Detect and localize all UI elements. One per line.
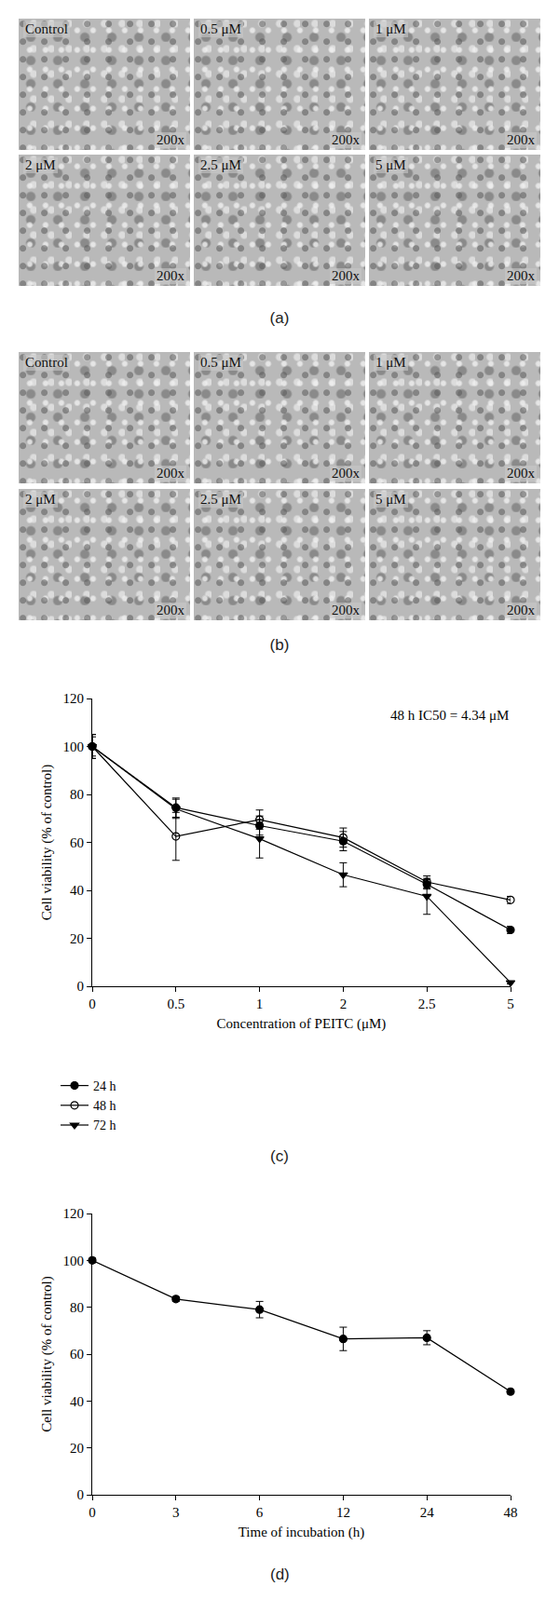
svg-text:72 h: 72 h xyxy=(93,1118,117,1133)
svg-text:6: 6 xyxy=(256,1505,264,1521)
svg-text:20: 20 xyxy=(69,931,84,947)
html-text:5 μM: 5 μM xyxy=(375,491,406,507)
html-text:200x: 200x xyxy=(331,132,360,148)
html-text:2 μM: 2 μM xyxy=(25,491,56,507)
svg-text:20: 20 xyxy=(69,1441,84,1457)
html-text:200x: 200x xyxy=(331,268,360,284)
html-text:200x: 200x xyxy=(156,268,185,284)
svg-text:2.5: 2.5 xyxy=(418,996,437,1012)
html-text:200x: 200x xyxy=(506,132,535,148)
svg-text:100: 100 xyxy=(63,1254,85,1269)
svg-text:100: 100 xyxy=(63,739,85,755)
svg-text:40: 40 xyxy=(69,883,84,899)
svg-text:Concentration of PEITC (μM): Concentration of PEITC (μM) xyxy=(217,1016,387,1033)
html-text:200x: 200x xyxy=(506,465,535,481)
svg-text:(d): (d) xyxy=(270,1566,290,1584)
svg-text:Cell viability (% of control): Cell viability (% of control) xyxy=(39,764,55,921)
html-text:(a): (a) xyxy=(269,309,290,328)
svg-text:80: 80 xyxy=(69,1300,84,1316)
html-text:2.5 μM: 2.5 μM xyxy=(200,157,242,173)
html-text:Control: Control xyxy=(25,21,68,37)
html-text:200x: 200x xyxy=(506,268,535,284)
html-text:0.5 μM: 0.5 μM xyxy=(200,21,242,37)
svg-text:0: 0 xyxy=(77,1487,85,1503)
svg-text:60: 60 xyxy=(69,1347,84,1363)
html-text:200x: 200x xyxy=(506,602,535,618)
svg-text:2: 2 xyxy=(340,996,348,1012)
html-text:0.5 μM: 0.5 μM xyxy=(200,354,242,370)
svg-text:0: 0 xyxy=(77,979,85,995)
svg-text:40: 40 xyxy=(69,1394,84,1410)
html-text:200x: 200x xyxy=(156,602,185,618)
html-text:1 μM: 1 μM xyxy=(375,21,406,37)
svg-text:1: 1 xyxy=(256,996,264,1012)
html-text:Control: Control xyxy=(25,354,68,370)
html-text:200x: 200x xyxy=(156,132,185,148)
svg-text:24: 24 xyxy=(420,1505,436,1521)
svg-text:80: 80 xyxy=(69,787,84,803)
svg-text:60: 60 xyxy=(69,835,84,851)
svg-text:24 h: 24 h xyxy=(93,1079,117,1094)
svg-text:3: 3 xyxy=(172,1505,180,1521)
html-text:2 μM: 2 μM xyxy=(25,157,56,173)
html-text:5 μM: 5 μM xyxy=(375,157,406,173)
svg-text:48 h IC50 = 4.34 μM: 48 h IC50 = 4.34 μM xyxy=(390,708,509,723)
svg-text:120: 120 xyxy=(63,1206,85,1222)
svg-text:48: 48 xyxy=(504,1505,519,1521)
svg-text:12: 12 xyxy=(336,1505,351,1521)
svg-text:0: 0 xyxy=(88,1505,96,1521)
svg-text:0: 0 xyxy=(88,996,96,1012)
html-text:1 μM: 1 μM xyxy=(375,354,406,370)
html-text:(b): (b) xyxy=(269,636,290,655)
svg-text:Time of incubation (h): Time of incubation (h) xyxy=(238,1525,366,1541)
html-text:200x: 200x xyxy=(156,465,185,481)
svg-text:Cell viability (% of control): Cell viability (% of control) xyxy=(39,1276,55,1432)
svg-text:(c): (c) xyxy=(270,1147,289,1166)
svg-text:48 h: 48 h xyxy=(93,1099,117,1114)
svg-text:5: 5 xyxy=(506,996,515,1012)
svg-text:120: 120 xyxy=(63,691,85,707)
svg-text:0.5: 0.5 xyxy=(166,996,185,1012)
html-text:200x: 200x xyxy=(331,602,360,618)
html-text:2.5 μM: 2.5 μM xyxy=(200,491,242,507)
html-text:200x: 200x xyxy=(331,465,360,481)
